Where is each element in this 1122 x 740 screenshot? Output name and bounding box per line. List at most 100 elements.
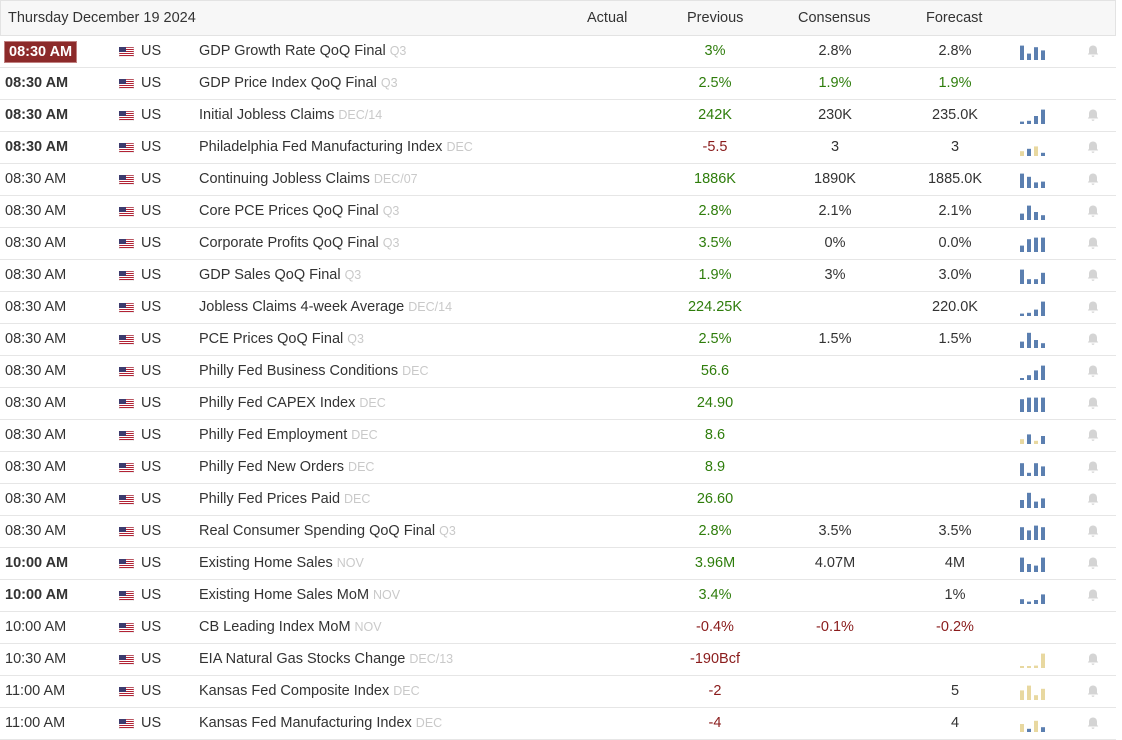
event-row[interactable]: 10:00 AM US Existing Home Sales NOV 3.96M 4.0… [0,548,1116,580]
event-row[interactable]: 08:30 AM US Philly Fed Prices Paid DEC 26.60 [0,484,1116,516]
event-row[interactable]: 08:30 AM US PCE Prices QoQ Final Q3 2.5% 1.5%… [0,324,1116,356]
us-flag-icon [119,591,134,601]
event-name-link[interactable]: Corporate Profits QoQ Final Q3 [199,235,399,251]
alert-bell-icon[interactable] [1086,332,1100,346]
consensus-value: 3 [830,139,840,155]
alert-bell-icon[interactable] [1086,140,1100,154]
alert-bell-icon[interactable] [1086,524,1100,538]
consensus-column-header[interactable]: Consensus [798,10,871,26]
reference-period: DEC [359,396,386,410]
history-sparkline[interactable] [1019,428,1047,444]
event-name-link[interactable]: Philly Fed Business Conditions DEC [199,363,428,379]
event-name-link[interactable]: Philly Fed New Orders DEC [199,459,374,475]
event-row[interactable]: 08:30 AM US Philly Fed CAPEX Index DEC 24.90 [0,388,1116,420]
alert-bell-icon[interactable] [1086,556,1100,570]
event-row[interactable]: 08:30 AM US GDP Growth Rate QoQ Final Q3 3% 2… [0,36,1116,68]
event-row[interactable]: 08:30 AM US Philly Fed Business Conditions… [0,356,1116,388]
event-name-link[interactable]: Core PCE Prices QoQ Final Q3 [199,203,399,219]
history-sparkline[interactable] [1019,44,1047,60]
us-flag-icon [119,431,134,441]
alert-bell-icon[interactable] [1086,300,1100,314]
previous-column-header[interactable]: Previous [687,10,744,26]
history-sparkline[interactable] [1019,140,1047,156]
reference-period: Q3 [380,76,398,90]
event-name-link[interactable]: Initial Jobless Claims DEC/14 [199,107,382,123]
history-sparkline[interactable] [1019,460,1047,476]
alert-bell-icon[interactable] [1086,236,1100,250]
history-sparkline[interactable] [1019,556,1047,572]
forecast-value: 5 [950,683,960,699]
event-name-link[interactable]: Kansas Fed Composite Index DEC [199,683,420,699]
event-row[interactable]: 10:30 AM US EIA Natural Gas Stocks Change D… [0,644,1116,676]
event-name-link[interactable]: Existing Home Sales MoM NOV [199,587,400,603]
history-sparkline[interactable] [1019,300,1047,316]
event-row[interactable]: 08:30 AM US Corporate Profits QoQ Final Q3 3… [0,228,1116,260]
alert-bell-icon[interactable] [1086,588,1100,602]
sparkline-bar [1020,666,1024,668]
event-row[interactable]: 08:30 AM US Core PCE Prices QoQ Final Q3 2.8… [0,196,1116,228]
event-name-link[interactable]: EIA Natural Gas Stocks Change DEC/13 [199,651,453,667]
event-row[interactable]: 08:30 AM US Philly Fed Employment DEC 8.6 [0,420,1116,452]
history-sparkline[interactable] [1019,492,1047,508]
event-name-link[interactable]: Real Consumer Spending QoQ Final Q3 [199,523,456,539]
alert-bell-icon[interactable] [1086,428,1100,442]
event-name-link[interactable]: Continuing Jobless Claims DEC/07 [199,171,418,187]
history-sparkline[interactable] [1019,684,1047,700]
history-sparkline[interactable] [1019,396,1047,412]
event-row[interactable]: 08:30 AM US Initial Jobless Claims DEC/14 24… [0,100,1116,132]
history-sparkline[interactable] [1019,524,1047,540]
event-row[interactable]: 08:30 AM US Real Consumer Spending QoQ Fin… [0,516,1116,548]
history-sparkline[interactable] [1019,236,1047,252]
event-name-link[interactable]: Existing Home Sales NOV [199,555,364,571]
alert-bell-icon[interactable] [1086,460,1100,474]
alert-bell-icon[interactable] [1086,716,1100,730]
alert-bell-icon[interactable] [1086,684,1100,698]
history-sparkline[interactable] [1019,588,1047,604]
alert-bell-icon[interactable] [1086,396,1100,410]
event-name-link[interactable]: Kansas Fed Manufacturing Index DEC [199,715,442,731]
alert-bell-icon[interactable] [1086,108,1100,122]
event-row[interactable]: 08:30 AM US GDP Price Index QoQ Final Q3 2.5… [0,68,1116,100]
alert-bell-icon[interactable] [1086,364,1100,378]
event-row[interactable]: 11:00 AM US Kansas Fed Composite Index DEC -… [0,676,1116,708]
actual-column-header[interactable]: Actual [587,10,628,26]
history-sparkline[interactable] [1019,716,1047,732]
history-sparkline[interactable] [1019,364,1047,380]
event-row[interactable]: 10:00 AM US Existing Home Sales MoM NOV 3.4%… [0,580,1116,612]
us-flag-icon [119,399,134,409]
event-name-link[interactable]: PCE Prices QoQ Final Q3 [199,331,364,347]
sparkline-bar [1027,148,1031,156]
history-sparkline[interactable] [1019,204,1047,220]
alert-bell-icon[interactable] [1086,204,1100,218]
event-name-link[interactable]: Jobless Claims 4-week Average DEC/14 [199,299,452,315]
alert-bell-icon[interactable] [1086,268,1100,282]
event-name-link[interactable]: Philly Fed Employment DEC [199,427,378,443]
history-sparkline[interactable] [1019,172,1047,188]
alert-bell-icon[interactable] [1086,44,1100,58]
event-row[interactable]: 08:30 AM US Philadelphia Fed Manufacturing… [0,132,1116,164]
event-row[interactable]: 08:30 AM US Jobless Claims 4-week Average D… [0,292,1116,324]
alert-bell-icon[interactable] [1086,652,1100,666]
event-name-link[interactable]: GDP Growth Rate QoQ Final Q3 [199,43,406,59]
country-code: US [141,299,162,315]
event-name-link[interactable]: CB Leading Index MoM NOV [199,619,382,635]
event-row[interactable]: 11:00 AM US Kansas Fed Manufacturing Index… [0,708,1116,740]
event-name-link[interactable]: GDP Sales QoQ Final Q3 [199,267,361,283]
history-sparkline[interactable] [1019,332,1047,348]
event-name-link[interactable]: GDP Price Index QoQ Final Q3 [199,75,398,91]
history-sparkline[interactable] [1019,108,1047,124]
event-row[interactable]: 08:30 AM US GDP Sales QoQ Final Q3 1.9% 3% 3.0… [0,260,1116,292]
event-name-link[interactable]: Philly Fed CAPEX Index DEC [199,395,386,411]
event-row[interactable]: 10:00 AM US CB Leading Index MoM NOV -0.4% -0… [0,612,1116,644]
history-sparkline[interactable] [1019,652,1047,668]
forecast-column-header[interactable]: Forecast [926,10,983,26]
alert-bell-icon[interactable] [1086,492,1100,506]
history-sparkline[interactable] [1019,268,1047,284]
event-row[interactable]: 08:30 AM US Continuing Jobless Claims DEC/0… [0,164,1116,196]
event-row[interactable]: 08:30 AM US Philly Fed New Orders DEC 8.9 [0,452,1116,484]
event-name-link[interactable]: Philadelphia Fed Manufacturing Index DEC [199,139,473,155]
sparkline-bar [1034,212,1038,220]
event-name-link[interactable]: Philly Fed Prices Paid DEC [199,491,370,507]
alert-bell-icon[interactable] [1086,172,1100,186]
country-code: US [141,459,162,475]
